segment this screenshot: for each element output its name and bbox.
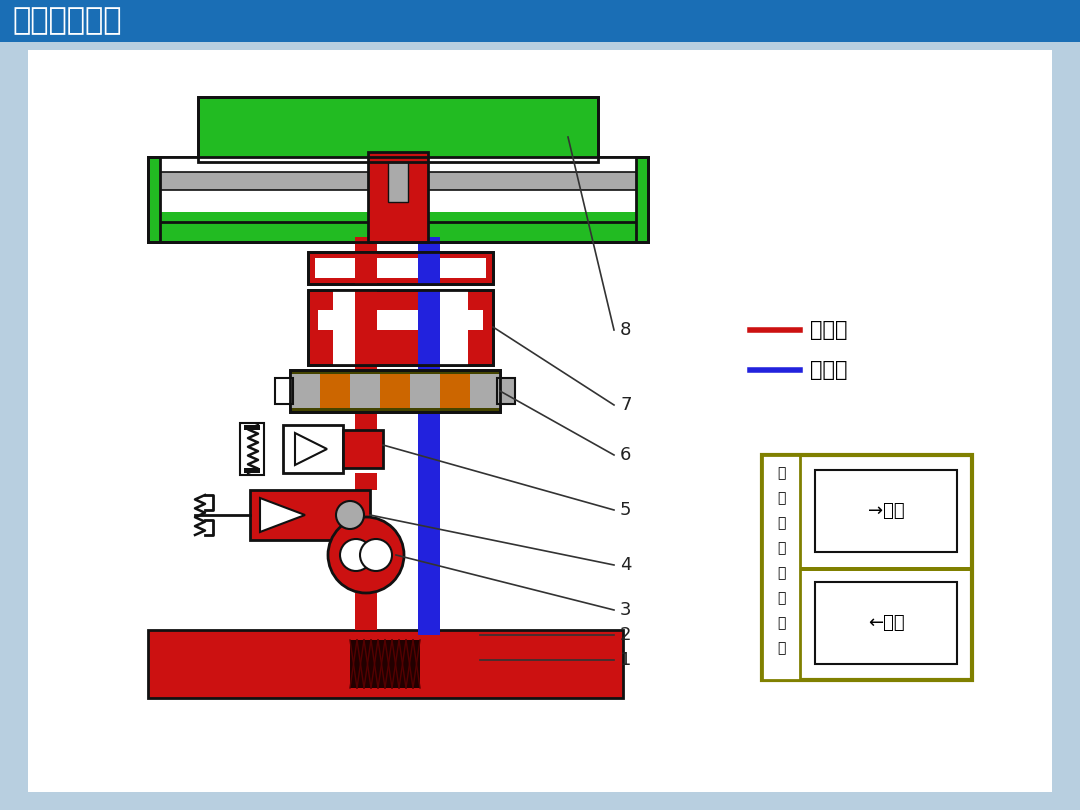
- Bar: [418, 237, 440, 284]
- Text: 4: 4: [620, 556, 632, 574]
- Bar: [388, 162, 408, 202]
- Text: 5: 5: [620, 501, 632, 519]
- Bar: [355, 252, 377, 284]
- Bar: [291, 370, 500, 412]
- Text: 择: 择: [777, 516, 785, 530]
- Bar: [343, 430, 383, 468]
- Bar: [291, 370, 500, 412]
- Bar: [355, 412, 377, 449]
- Bar: [244, 468, 260, 473]
- Bar: [283, 425, 343, 473]
- Bar: [148, 157, 648, 242]
- Text: ←左位: ←左位: [867, 614, 904, 632]
- Text: 回油路: 回油路: [810, 360, 848, 380]
- Bar: [355, 290, 377, 365]
- Text: 向: 向: [777, 566, 785, 580]
- Bar: [198, 97, 598, 162]
- Bar: [156, 157, 640, 212]
- Bar: [148, 630, 623, 698]
- Bar: [350, 640, 420, 688]
- Bar: [355, 540, 377, 555]
- Bar: [308, 290, 492, 365]
- Bar: [350, 374, 380, 408]
- Polygon shape: [260, 498, 305, 532]
- Bar: [291, 374, 320, 408]
- Bar: [355, 365, 377, 391]
- Bar: [0, 0, 1080, 42]
- Bar: [380, 374, 410, 408]
- Bar: [438, 290, 468, 365]
- Bar: [355, 473, 377, 490]
- Bar: [315, 258, 486, 278]
- Bar: [244, 425, 260, 430]
- Bar: [249, 490, 370, 540]
- Bar: [418, 473, 440, 635]
- Bar: [440, 374, 470, 408]
- Text: 7: 7: [620, 396, 632, 414]
- Bar: [762, 455, 800, 680]
- Text: 1: 1: [620, 651, 632, 669]
- Circle shape: [328, 517, 404, 593]
- Bar: [148, 222, 648, 242]
- Bar: [240, 423, 264, 475]
- Bar: [333, 290, 363, 365]
- Text: →右位: →右位: [867, 502, 904, 520]
- Text: 请: 请: [777, 466, 785, 480]
- Text: 位: 位: [777, 616, 785, 630]
- Bar: [815, 470, 957, 552]
- Bar: [308, 252, 492, 284]
- Bar: [148, 157, 648, 242]
- Bar: [418, 290, 440, 365]
- Bar: [355, 237, 377, 284]
- Text: 双杆式活塞缸: 双杆式活塞缸: [12, 6, 121, 36]
- Text: 8: 8: [620, 321, 632, 339]
- Polygon shape: [295, 433, 327, 465]
- Text: 3: 3: [620, 601, 632, 619]
- Bar: [198, 97, 598, 162]
- Text: 换: 换: [777, 541, 785, 555]
- Bar: [410, 374, 440, 408]
- Bar: [308, 290, 492, 365]
- Bar: [418, 412, 440, 473]
- Bar: [497, 378, 515, 404]
- Text: 2: 2: [620, 626, 632, 644]
- Bar: [418, 252, 440, 284]
- Bar: [156, 172, 640, 190]
- Text: 置: 置: [777, 641, 785, 655]
- Bar: [308, 252, 492, 284]
- Text: 选: 选: [777, 491, 785, 505]
- Bar: [636, 157, 648, 242]
- Bar: [320, 374, 350, 408]
- Text: 6: 6: [620, 446, 632, 464]
- Text: 进油路: 进油路: [810, 320, 848, 340]
- Text: 阀: 阀: [777, 591, 785, 605]
- Circle shape: [336, 501, 364, 529]
- Bar: [815, 582, 957, 664]
- Bar: [318, 310, 483, 330]
- Bar: [355, 593, 377, 630]
- Circle shape: [340, 539, 372, 571]
- Bar: [275, 378, 293, 404]
- Bar: [148, 157, 160, 242]
- Circle shape: [360, 539, 392, 571]
- Bar: [800, 567, 972, 571]
- Bar: [762, 455, 972, 680]
- Bar: [418, 473, 440, 540]
- Bar: [418, 365, 440, 412]
- Bar: [470, 374, 500, 408]
- Bar: [368, 152, 428, 242]
